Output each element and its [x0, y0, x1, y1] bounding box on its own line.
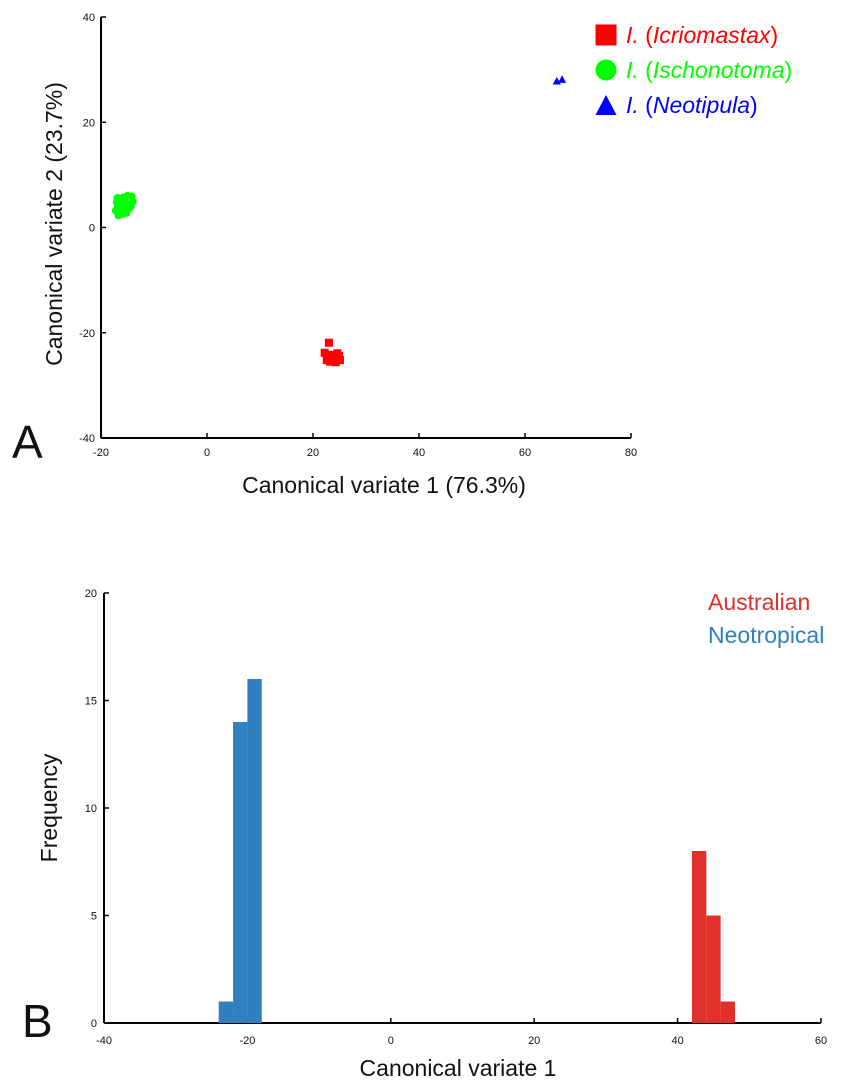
- histogram-bar: [720, 1001, 735, 1023]
- legend-label-subgenus: Ischonotoma: [653, 57, 785, 83]
- panel-b-x-tick-label: 40: [671, 1035, 683, 1047]
- legend-label-paren: (: [639, 92, 653, 118]
- panel-b-y-axis-title: Frequency: [36, 753, 62, 862]
- legend-label-genus: I.: [626, 22, 639, 48]
- legend-marker-triangle: [595, 95, 617, 115]
- panel-a-x-tick-label: 80: [625, 447, 637, 459]
- legend-label-genus: I.: [626, 57, 639, 83]
- legend-label: I. (Neotipula): [626, 92, 758, 118]
- panel-a-x-tick-label: 20: [307, 447, 319, 459]
- data-point-square: [322, 356, 331, 365]
- panel-b-x-tick-label: -40: [96, 1035, 112, 1047]
- legend-label-genus: I.: [626, 92, 639, 118]
- panel-b-x-tick-label: -20: [239, 1035, 255, 1047]
- legend-label-subgenus: Neotipula: [653, 92, 750, 118]
- legend-label: I. (Ischonotoma): [626, 57, 792, 83]
- data-point-circle: [126, 202, 135, 211]
- panel-b-y-tick-label: 15: [85, 696, 97, 708]
- panel-a-x-tick-label: -20: [93, 447, 109, 459]
- panel-b-y-tick-label: 5: [91, 911, 97, 923]
- legend-marker-square: [595, 24, 617, 46]
- panel-b-legend: Australian Neotropical: [708, 589, 824, 648]
- panel-b-x-axis-title: Canonical variate 1: [360, 1055, 557, 1081]
- panel-b-histogram-chart: B -40 -20 0 20 40 60 0 5 10 15 20 Canonical variat…: [22, 588, 827, 1081]
- histogram-bar: [691, 851, 707, 1023]
- panel-b-x-tick-label: 60: [815, 1035, 827, 1047]
- panel-a-y-tick-label: 0: [89, 223, 95, 235]
- data-point-square: [334, 351, 343, 360]
- legend-label-paren: (: [639, 22, 653, 48]
- data-point-circle: [113, 194, 122, 203]
- panel-b-y-tick-label: 20: [85, 588, 97, 600]
- legend-label-paren: (: [639, 57, 653, 83]
- panel-a-legend: I. (Icriomastax)I. (Ischonotoma)I. (Neot…: [595, 22, 792, 118]
- histogram-bar: [233, 722, 248, 1023]
- panel-a-x-tick-label: 0: [204, 447, 210, 459]
- legend-label-paren: ): [770, 22, 778, 48]
- data-point-square: [320, 348, 329, 357]
- data-point-square: [324, 338, 333, 347]
- panel-a-y-tick-label: -40: [79, 433, 95, 445]
- legend-marker-circle: [595, 59, 617, 81]
- panel-b-y-tick-label: 0: [91, 1018, 97, 1030]
- legend-label-paren: ): [750, 92, 758, 118]
- data-point-circle: [119, 197, 128, 206]
- panel-a-x-tick-label: 40: [413, 447, 425, 459]
- legend-label: Neotropical: [708, 622, 824, 648]
- legend-label-subgenus: Icriomastax: [653, 22, 772, 48]
- panel-b-x-tick-label: 0: [388, 1035, 394, 1047]
- panel-a-label: A: [12, 416, 43, 468]
- panel-a-y-tick-label: 20: [83, 117, 95, 129]
- panel-a-y-tick-label: -20: [79, 328, 95, 340]
- histogram-bar: [218, 1001, 234, 1023]
- legend-label: I. (Icriomastax): [626, 22, 778, 48]
- legend-label-paren: ): [785, 57, 793, 83]
- panel-a-x-axis-title: Canonical variate 1 (76.3%): [242, 472, 526, 498]
- panel-b-y-tick-label: 10: [85, 803, 97, 815]
- data-point-circle: [122, 208, 131, 217]
- panel-a-scatter-chart: A -20 0 20 40 60 80 -40 -20 0 20 40 Canonical vari…: [12, 12, 792, 498]
- legend-label: Australian: [708, 589, 810, 615]
- data-point-triangle: [558, 75, 567, 83]
- panel-a-y-axis-title: Canonical variate 2 (23.7%): [41, 82, 67, 366]
- data-point-square: [336, 356, 345, 365]
- panel-a-y-tick-label: 40: [83, 12, 95, 24]
- panel-b-label: B: [22, 995, 53, 1047]
- histogram-bar: [247, 679, 262, 1023]
- data-point-square: [328, 355, 337, 364]
- panel-a-x-tick-label: 60: [519, 447, 531, 459]
- histogram-bar: [706, 915, 721, 1023]
- panel-b-x-tick-label: 20: [528, 1035, 540, 1047]
